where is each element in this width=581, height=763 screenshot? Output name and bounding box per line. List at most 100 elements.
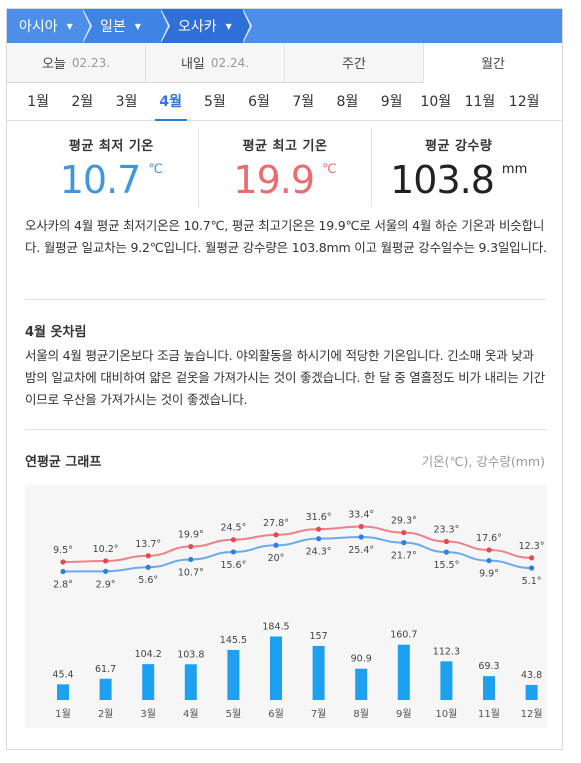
tab-weekly[interactable]: 주간 [285,43,424,83]
tab-label: 주간 [342,57,366,72]
monthly-summary: 오사카의 4월 평균 최저기온은 10.7℃, 평균 최고기온은 19.9℃로 … [25,218,547,255]
max-temp-value: 19.9 [233,158,315,202]
annual-chart-svg: 9.5° 2.8° 10.2° 2.9° 13.7° 5.6° 19.9° 10.7° 24.5… [52,510,544,721]
month-tab[interactable]: 1월 [27,94,49,110]
min-temp-label: 25.4° [348,545,374,556]
month-tick-label: 9월 [396,708,412,720]
min-temp-point [188,556,194,563]
stat-label: 평균 최저 기온 [68,139,154,154]
celsius-unit: ℃ [322,162,337,177]
graph-units: 기온(℃), 강수량(mm) [421,454,545,469]
max-temp-point [316,526,322,532]
rainfall-bar [397,644,410,700]
rainfall-bar [99,678,112,700]
tab-monthly[interactable]: 월간 [424,43,562,83]
month-tab[interactable]: 8월 [336,94,359,110]
caret-down-icon: ▼ [134,22,141,31]
min-temp-label: 15.6° [220,560,246,571]
rainfall-label: 45.4 [52,669,73,680]
min-temp-point [443,549,449,555]
rainfall-label: 112.3 [433,646,460,657]
month-tab[interactable]: 12월 [508,94,540,110]
min-temp-point [60,568,66,575]
max-temp-point [230,537,236,543]
divider [25,299,547,300]
min-temp-point [103,568,109,574]
max-temp-label: 31.6° [306,512,332,523]
annual-chart: 9.5° 2.8° 10.2° 2.9° 13.7° 5.6° 19.9° 10.7° 24.5… [25,485,547,728]
stat-label: 평균 최고 기온 [242,139,328,154]
max-temp-label: 9.5° [53,545,73,556]
max-temp-label: 33.4° [348,510,374,521]
max-temp-point [401,529,407,536]
tab-label: 내일 [180,57,205,72]
breadcrumb-label: 오사카 [178,19,217,35]
period-tabs: 오늘 02.23. 내일 02.24. 주간 월간 [7,43,562,83]
clothing-text: 서울의 4월 평균기온보다 조금 높습니다. 야외활동을 하시기에 적당한 기온… [25,348,545,407]
max-temp-label: 13.7° [135,539,161,550]
max-temp-point [145,553,151,559]
month-tick-label: 8월 [353,708,369,720]
tab-label: 오늘 [41,57,66,72]
stat-label: 평균 강수량 [425,139,493,154]
min-temp-label: 10.7° [178,567,204,578]
month-tab[interactable]: 2월 [71,94,94,110]
stat-rainfall: 평균 강수량 103.8 mm [371,127,545,207]
breadcrumb-label: 아시아 [19,19,58,35]
rainfall-bar [184,664,197,700]
stat-min-temp: 평균 최저 기온 10.7 ℃ [25,127,198,207]
month-tick-label: 5월 [226,708,242,720]
min-temp-point [358,534,364,540]
breadcrumb-osaka[interactable]: 오사카 ▼ [161,9,252,43]
min-temp-label: 24.3° [306,547,332,558]
month-tab[interactable]: 7월 [292,94,315,110]
breadcrumb-japan[interactable]: 일본 ▼ [83,9,170,43]
rainfall-bar [525,684,538,700]
rainfall-bar [270,636,282,700]
caret-down-icon: ▼ [225,22,232,31]
month-tab[interactable]: 3월 [115,94,138,110]
max-temp-point [486,547,492,553]
max-temp-label: 19.9° [178,530,204,541]
month-tab[interactable]: 6월 [248,94,270,110]
rainfall-bar [227,649,240,700]
tab-label: 월간 [481,57,505,72]
max-temp-label: 17.6° [476,533,502,544]
min-temp-label: 9.9° [479,569,499,580]
month-tab[interactable]: 11월 [464,94,496,110]
max-temp-label: 23.3° [433,525,459,536]
month-tick-label: 1월 [55,708,71,720]
max-temp-line [62,525,532,563]
max-temp-point [443,538,449,545]
max-temp-point [60,559,66,565]
divider [25,429,547,430]
min-temp-label: 5.1° [522,576,542,587]
clothing-title: 4월 옷차림 [25,325,87,340]
month-tab[interactable]: 9월 [380,94,403,110]
tab-today[interactable]: 오늘 02.23. [7,43,146,83]
max-temp-point [103,558,109,564]
graph-title: 연평균 그래프 [25,455,102,470]
min-temp-point [316,536,322,542]
breadcrumb-asia[interactable]: 아시아 ▼ [7,9,92,43]
month-tab[interactable]: 5월 [203,94,226,110]
mm-unit: mm [501,162,528,177]
celsius-unit: ℃ [148,162,163,177]
rainfall-label: 61.7 [95,664,116,675]
min-temp-point [529,565,535,571]
rainfall-bar [142,664,155,700]
rainfall-label: 184.5 [262,622,289,633]
month-tab[interactable]: 10월 [420,94,452,110]
rainfall-label: 145.5 [220,635,247,646]
month-tick-label: 2월 [98,708,114,720]
month-tick-label: 6월 [268,708,284,720]
min-temp-value: 10.7 [59,158,142,202]
min-temp-point [230,549,236,555]
month-tick-label: 4월 [183,708,199,720]
month-tab[interactable]: 4월 [149,83,193,121]
breadcrumb: 아시아 ▼ 일본 ▼ 오사카 ▼ [7,9,562,43]
rainfall-label: 160.7 [390,630,417,641]
tab-tomorrow[interactable]: 내일 02.24. [146,43,285,83]
rainfall-value: 103.8 [390,158,495,202]
min-temp-label: 2.9° [96,579,116,590]
